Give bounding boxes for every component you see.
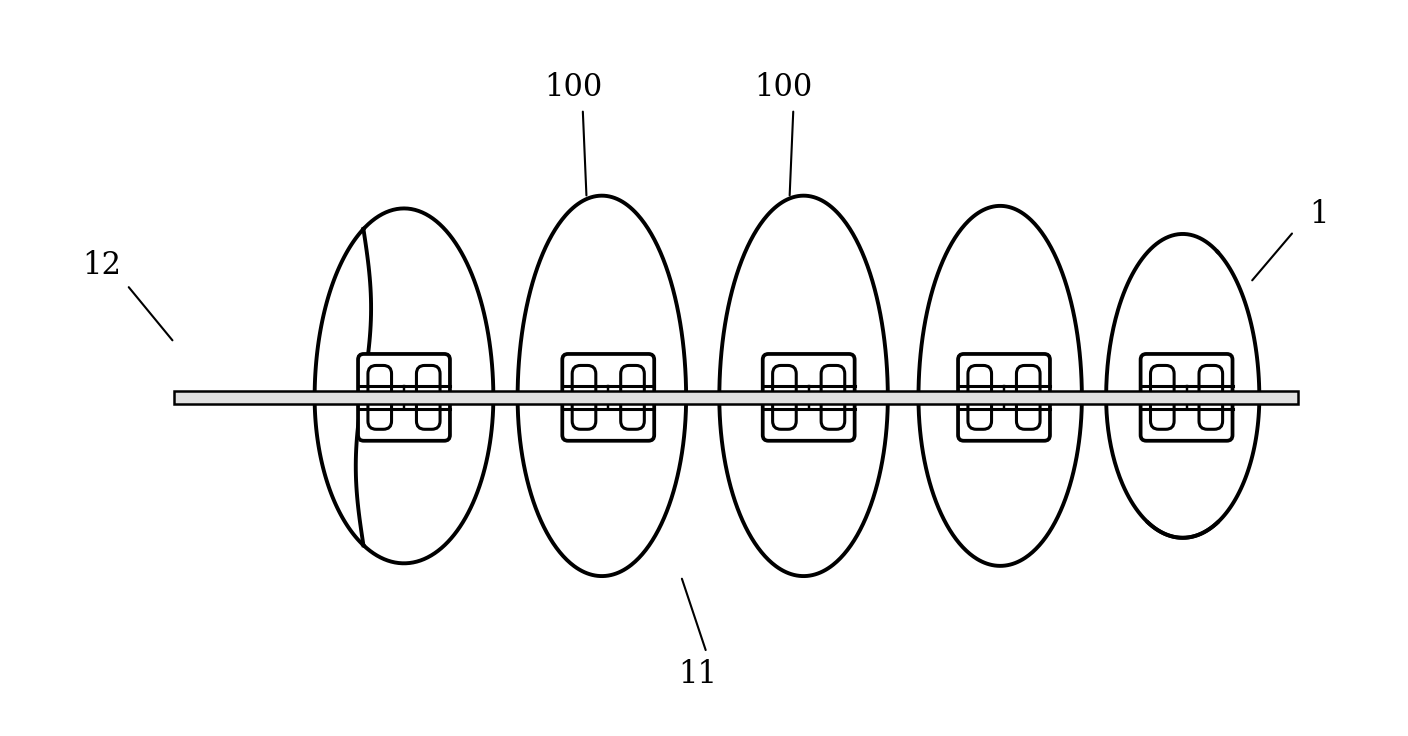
Text: 100: 100 xyxy=(545,71,603,102)
Bar xyxy=(1140,354,1232,386)
Bar xyxy=(562,408,655,441)
Bar xyxy=(1140,386,1232,408)
FancyBboxPatch shape xyxy=(367,366,391,429)
FancyBboxPatch shape xyxy=(773,366,797,429)
Text: 1: 1 xyxy=(1309,199,1329,230)
Bar xyxy=(358,408,451,441)
Bar xyxy=(562,386,655,408)
Bar xyxy=(562,354,655,386)
FancyBboxPatch shape xyxy=(1017,366,1041,429)
Bar xyxy=(1140,408,1232,441)
Bar xyxy=(358,354,451,386)
Bar xyxy=(763,386,855,408)
Text: 12: 12 xyxy=(82,250,121,281)
FancyBboxPatch shape xyxy=(763,354,855,441)
FancyBboxPatch shape xyxy=(821,366,845,429)
Bar xyxy=(175,391,1298,404)
FancyBboxPatch shape xyxy=(358,354,451,441)
Text: 11: 11 xyxy=(679,659,717,690)
FancyBboxPatch shape xyxy=(957,354,1050,441)
FancyBboxPatch shape xyxy=(967,366,991,429)
FancyBboxPatch shape xyxy=(1150,366,1174,429)
Bar xyxy=(763,408,855,441)
Bar xyxy=(957,354,1050,386)
FancyBboxPatch shape xyxy=(417,366,441,429)
FancyBboxPatch shape xyxy=(572,366,596,429)
Bar xyxy=(957,408,1050,441)
FancyBboxPatch shape xyxy=(1140,354,1232,441)
FancyBboxPatch shape xyxy=(621,366,645,429)
Bar xyxy=(957,386,1050,408)
Text: 100: 100 xyxy=(755,71,812,102)
FancyBboxPatch shape xyxy=(1200,366,1222,429)
FancyBboxPatch shape xyxy=(562,354,655,441)
Bar xyxy=(763,354,855,386)
Bar xyxy=(358,386,451,408)
